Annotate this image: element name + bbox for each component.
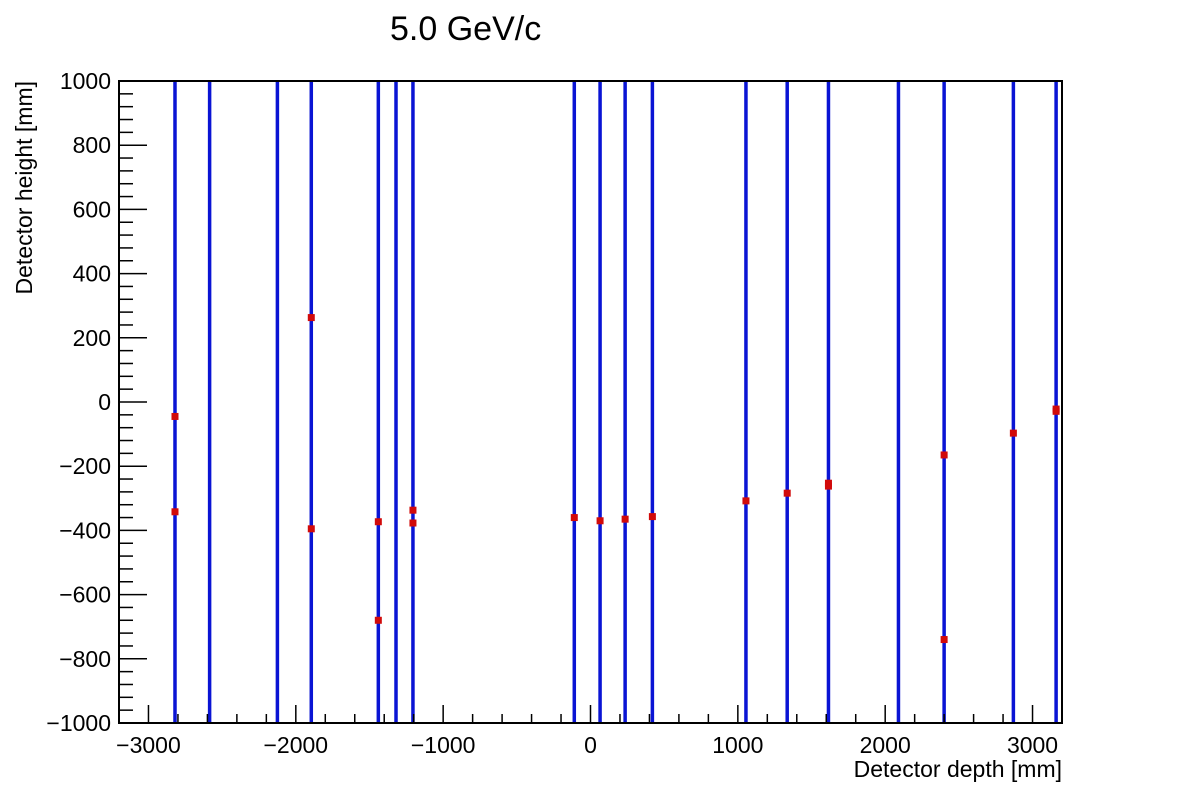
hit-point bbox=[570, 514, 578, 522]
hit-point bbox=[409, 506, 417, 514]
x-tick-label: 3000 bbox=[1007, 732, 1058, 758]
hit-point bbox=[648, 513, 656, 521]
hit-point bbox=[940, 451, 948, 459]
y-tick-label: 800 bbox=[73, 132, 111, 158]
x-tick-label: −2000 bbox=[264, 732, 329, 758]
x-axis-label: Detector depth [mm] bbox=[854, 756, 1062, 782]
plot-frame bbox=[118, 80, 1063, 724]
x-tick-label: 0 bbox=[584, 732, 597, 758]
hit-point bbox=[742, 497, 750, 505]
y-tick-label: −1000 bbox=[46, 710, 111, 736]
hit-point bbox=[1052, 407, 1060, 415]
x-tick-label: 2000 bbox=[860, 732, 911, 758]
detector-planes bbox=[173, 81, 1058, 723]
y-axis-label: Detector height [mm] bbox=[11, 81, 37, 294]
y-axis: −1000 −800 −600 −400 −200 0 200 400 600 800 1000 bbox=[46, 68, 147, 736]
y-tick-label: −600 bbox=[59, 582, 111, 608]
hit-point bbox=[621, 515, 629, 523]
x-axis: −3000 −2000 −1000 0 1000 2000 3000 bbox=[116, 705, 1063, 758]
x-tick-label: −3000 bbox=[116, 732, 181, 758]
y-tick-label: 1000 bbox=[60, 68, 111, 94]
chart-title: 5.0 GeV/c bbox=[390, 10, 541, 48]
y-tick-label: −200 bbox=[59, 453, 111, 479]
hit-point bbox=[307, 525, 315, 533]
hit-point bbox=[374, 616, 382, 624]
hit-point bbox=[596, 517, 604, 525]
y-tick-label: 400 bbox=[73, 261, 111, 287]
hit-point bbox=[171, 508, 179, 516]
hit-point bbox=[171, 412, 179, 420]
y-tick-label: −800 bbox=[59, 646, 111, 672]
x-tick-label: −1000 bbox=[411, 732, 476, 758]
hit-point bbox=[1009, 429, 1017, 437]
hit-point bbox=[409, 519, 417, 527]
hit-markers bbox=[171, 314, 1060, 644]
y-tick-label: 0 bbox=[98, 389, 111, 415]
y-tick-label: 200 bbox=[73, 325, 111, 351]
y-tick-label: −400 bbox=[59, 517, 111, 543]
hit-point bbox=[824, 479, 832, 487]
hit-point bbox=[374, 518, 382, 526]
hit-point bbox=[307, 314, 315, 322]
hit-point bbox=[940, 636, 948, 644]
x-tick-label: 1000 bbox=[712, 732, 763, 758]
hit-point bbox=[783, 489, 791, 497]
y-tick-label: 600 bbox=[73, 196, 111, 222]
